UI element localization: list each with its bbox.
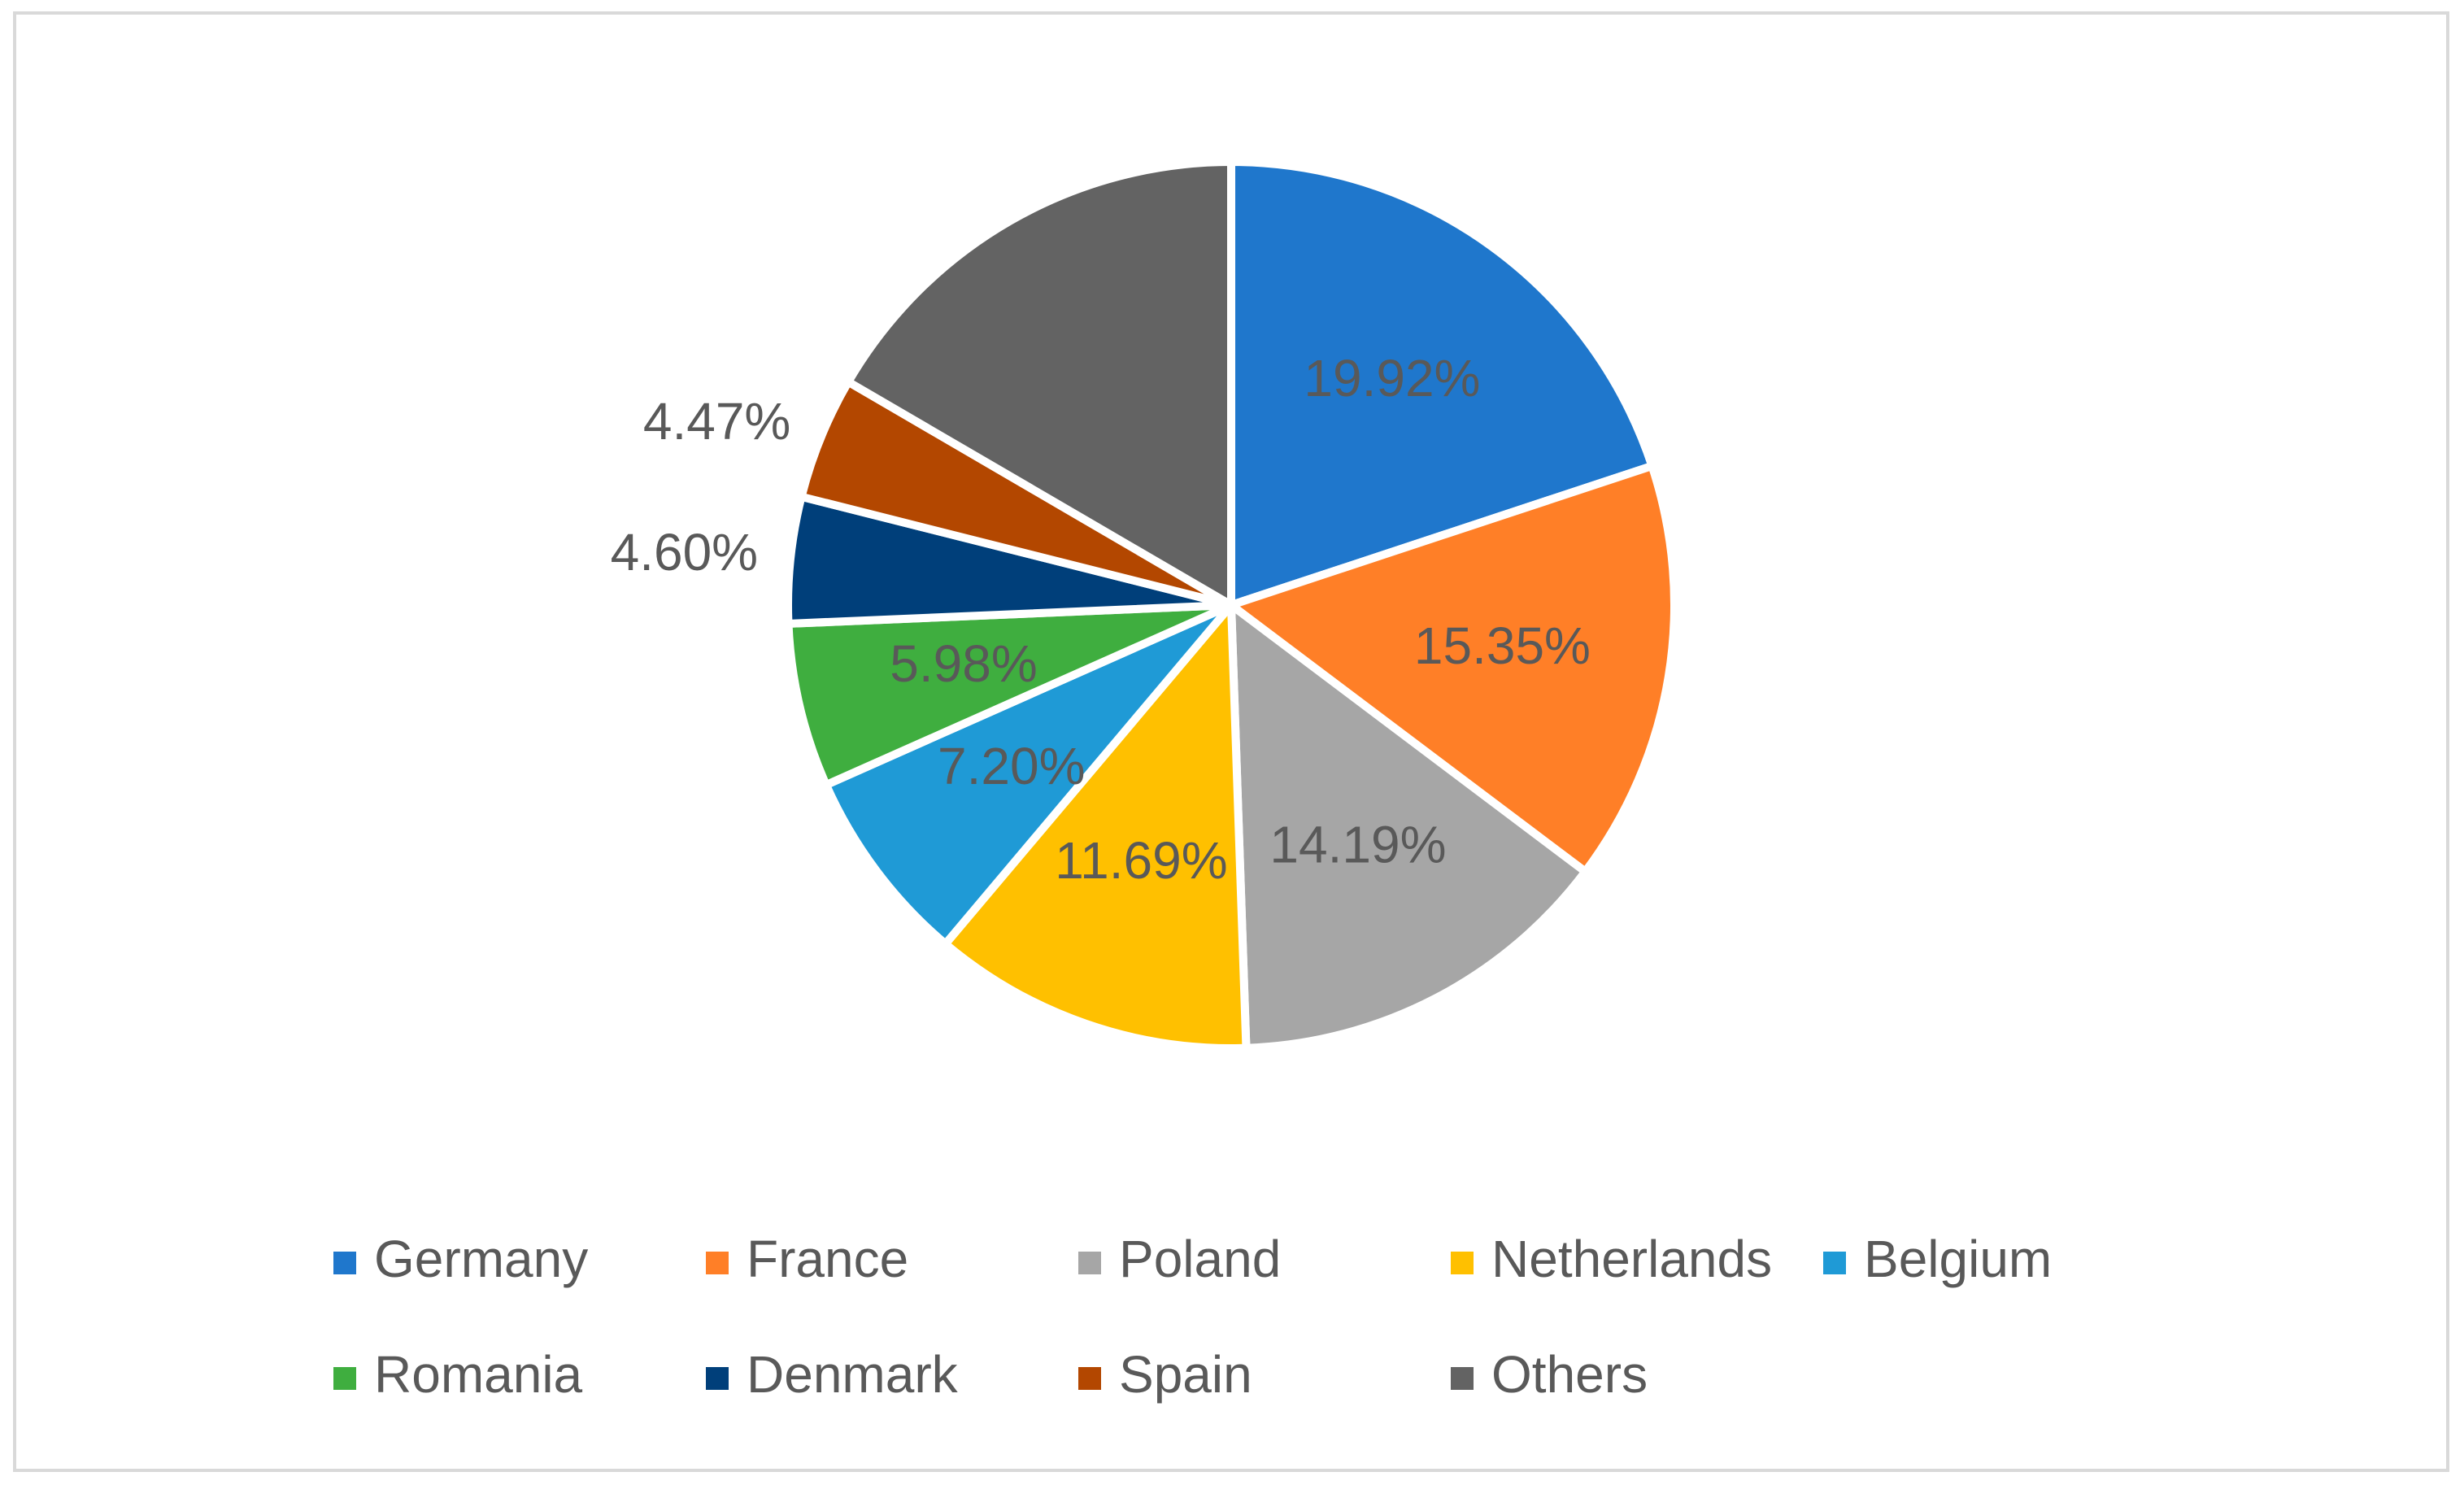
legend-item-others: Others bbox=[1451, 1345, 1648, 1404]
pie-data-labels: 19.92% 15.35% 14.19% 11.69% 7.20% 5.98% 4.60% 4… bbox=[611, 349, 1591, 890]
pie-slice-romania bbox=[784, 601, 1235, 790]
legend-label-belgium: Belgium bbox=[1864, 1230, 2052, 1288]
data-label-france: 15.35% bbox=[1414, 616, 1591, 675]
pie-slice-netherlands bbox=[941, 601, 1251, 1053]
legend-item-belgium: Belgium bbox=[1823, 1230, 2052, 1288]
legend-swatch-romania bbox=[333, 1367, 356, 1390]
legend-label-france: France bbox=[747, 1230, 908, 1288]
legend-label-others: Others bbox=[1491, 1345, 1648, 1404]
data-label-poland: 14.19% bbox=[1269, 816, 1446, 874]
legend-label-romania: Romania bbox=[374, 1345, 583, 1404]
pie-slice-germany bbox=[1227, 158, 1656, 609]
legend-swatch-belgium bbox=[1823, 1252, 1846, 1274]
legend-swatch-spain bbox=[1078, 1367, 1101, 1390]
chart-legend: Germany France Poland Netherlands Belgium Rom… bbox=[333, 1230, 2052, 1404]
data-label-germany: 19.92% bbox=[1304, 349, 1480, 407]
legend-item-spain: Spain bbox=[1078, 1345, 1252, 1404]
legend-label-germany: Germany bbox=[374, 1230, 588, 1288]
chart-frame: 19.92% 15.35% 14.19% 11.69% 7.20% 5.98% 4.60% 4… bbox=[13, 11, 2449, 1472]
data-label-spain: 4.47% bbox=[643, 392, 790, 451]
legend-swatch-denmark bbox=[706, 1367, 729, 1390]
legend-swatch-others bbox=[1451, 1367, 1474, 1390]
legend-label-netherlands: Netherlands bbox=[1491, 1230, 1772, 1288]
legend-item-france: France bbox=[706, 1230, 908, 1288]
data-label-netherlands: 11.69% bbox=[1055, 831, 1227, 890]
legend-swatch-germany bbox=[333, 1252, 356, 1274]
legend-label-spain: Spain bbox=[1119, 1345, 1252, 1404]
legend-swatch-netherlands bbox=[1451, 1252, 1474, 1274]
legend-item-romania: Romania bbox=[333, 1345, 583, 1404]
pie-chart: 19.92% 15.35% 14.19% 11.69% 7.20% 5.98% 4.60% 4… bbox=[333, 158, 2052, 1404]
pie-slices bbox=[784, 158, 1678, 1053]
legend-item-poland: Poland bbox=[1078, 1230, 1281, 1288]
pie-slice-belgium bbox=[821, 601, 1235, 948]
legend-item-denmark: Denmark bbox=[706, 1345, 959, 1404]
legend-swatch-poland bbox=[1078, 1252, 1101, 1274]
legend-label-poland: Poland bbox=[1119, 1230, 1281, 1288]
legend-label-denmark: Denmark bbox=[747, 1345, 959, 1404]
legend-swatch-france bbox=[706, 1252, 729, 1274]
data-label-denmark: 4.60% bbox=[611, 523, 758, 581]
legend-item-netherlands: Netherlands bbox=[1451, 1230, 1772, 1288]
legend-item-germany: Germany bbox=[333, 1230, 588, 1288]
data-label-belgium: 7.20% bbox=[938, 737, 1085, 795]
data-label-romania: 5.98% bbox=[890, 634, 1037, 693]
pie-slice-others bbox=[844, 158, 1235, 609]
pie-slice-poland bbox=[1227, 601, 1590, 1052]
pie-slice-france bbox=[1227, 461, 1678, 876]
